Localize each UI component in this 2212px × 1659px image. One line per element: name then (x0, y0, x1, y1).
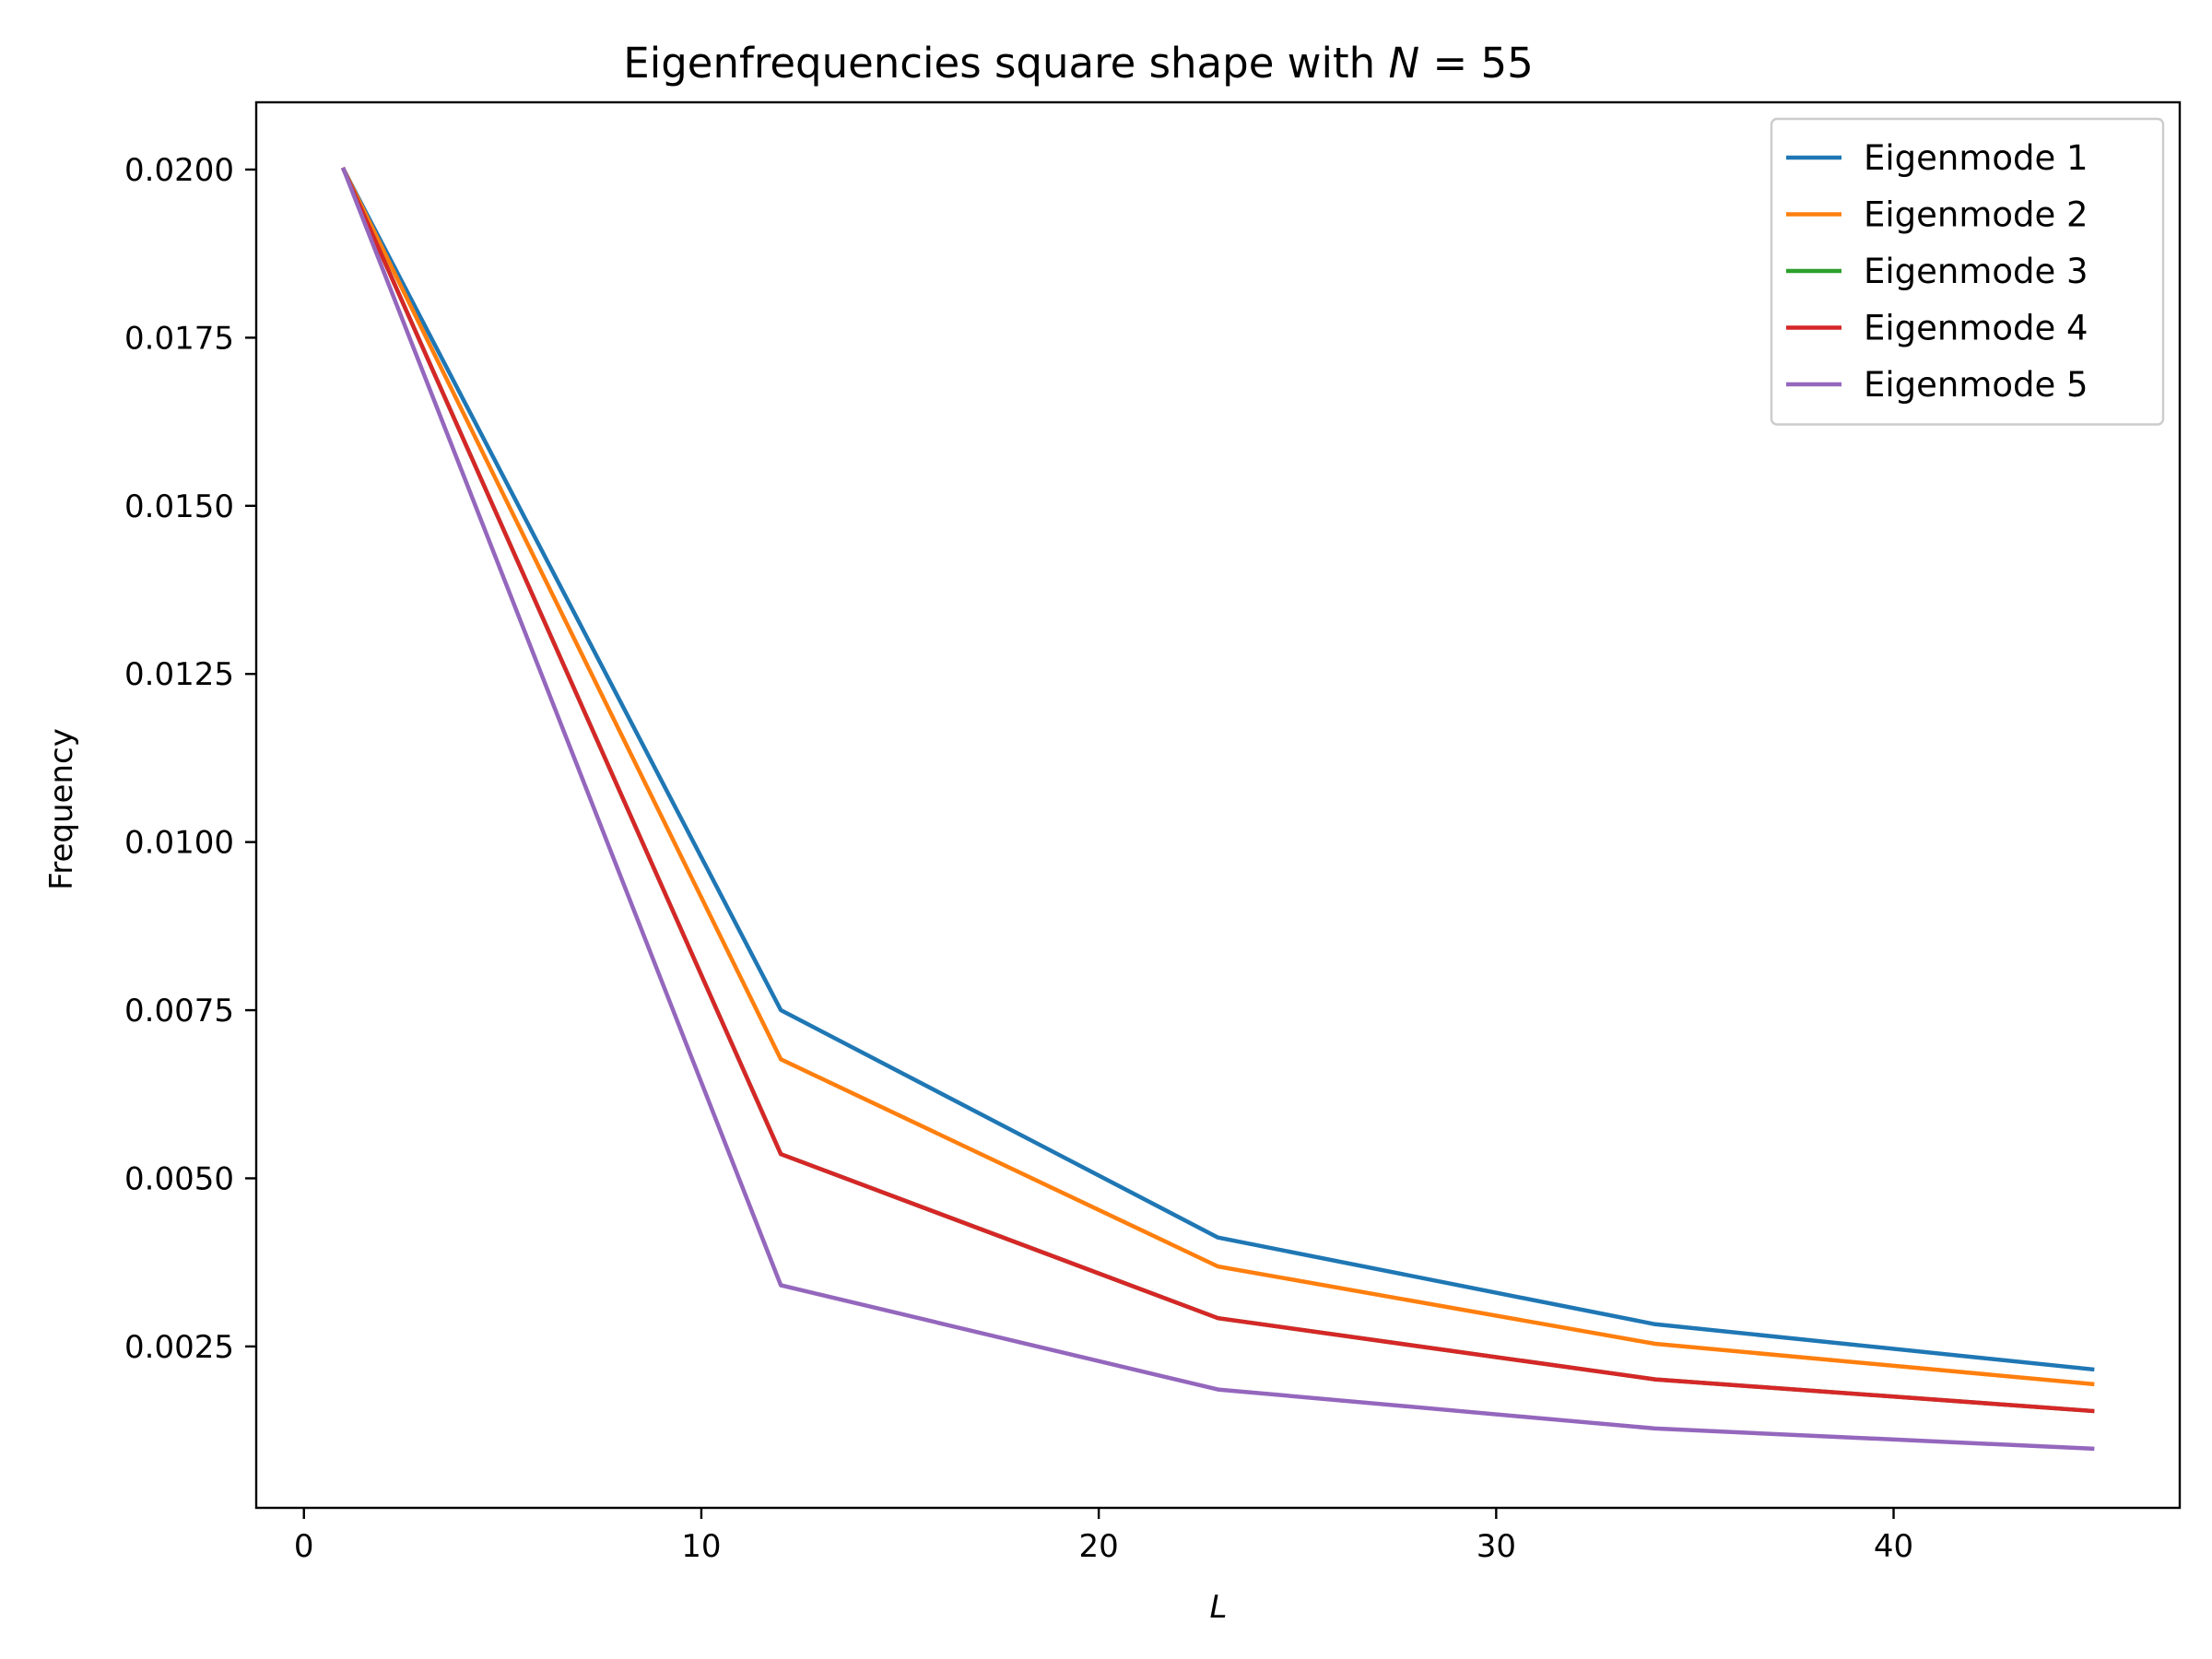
series-line-4 (340, 167, 2095, 1414)
chart-title: Eigenfrequencies square shape with N = 5… (623, 39, 1533, 88)
y-tick-label: 0.0050 (124, 1160, 234, 1197)
series-layer (340, 166, 2095, 1452)
y-tick-label: 0.0150 (124, 488, 234, 525)
y-tick-label: 0.0200 (124, 152, 234, 189)
y-tick-label: 0.0025 (124, 1329, 234, 1366)
y-tick-label: 0.0075 (124, 993, 234, 1030)
series-line-1 (340, 166, 2095, 1372)
title-math-variable: N (1388, 39, 1419, 88)
y-tick-label: 0.0125 (124, 656, 234, 693)
legend-label-2: Eigenmode 2 (1864, 195, 2088, 235)
series-line-2 (340, 166, 2095, 1387)
legend-label-3: Eigenmode 3 (1864, 252, 2088, 291)
x-axis-label: L (1210, 1589, 1228, 1626)
y-tick-label: 0.0175 (124, 320, 234, 357)
legend-label-5: Eigenmode 5 (1864, 365, 2088, 405)
x-tick-label: 30 (1477, 1528, 1516, 1565)
series-line-5 (340, 167, 2095, 1452)
legend-label-1: Eigenmode 1 (1864, 138, 2088, 178)
x-tick-label: 20 (1079, 1528, 1119, 1565)
legend-label-4: Eigenmode 4 (1864, 309, 2088, 348)
x-tick-label: 10 (681, 1528, 721, 1565)
x-tick-label: 0 (294, 1528, 314, 1565)
axes-layer: 0 10 20 30 40 0.0025 0.0050 0.0075 0.0100 0.0125 0… (124, 100, 2182, 1565)
y-tick-label: 0.0100 (124, 825, 234, 862)
plot-frame (254, 100, 2182, 1510)
legend: Eigenmode 1 Eigenmode 2 Eigenmode 3 Eigenmo… (1770, 117, 2165, 426)
y-axis-label: Frequency (43, 728, 80, 890)
legend-box (1770, 117, 2165, 426)
x-tick-label: 40 (1874, 1528, 1913, 1565)
